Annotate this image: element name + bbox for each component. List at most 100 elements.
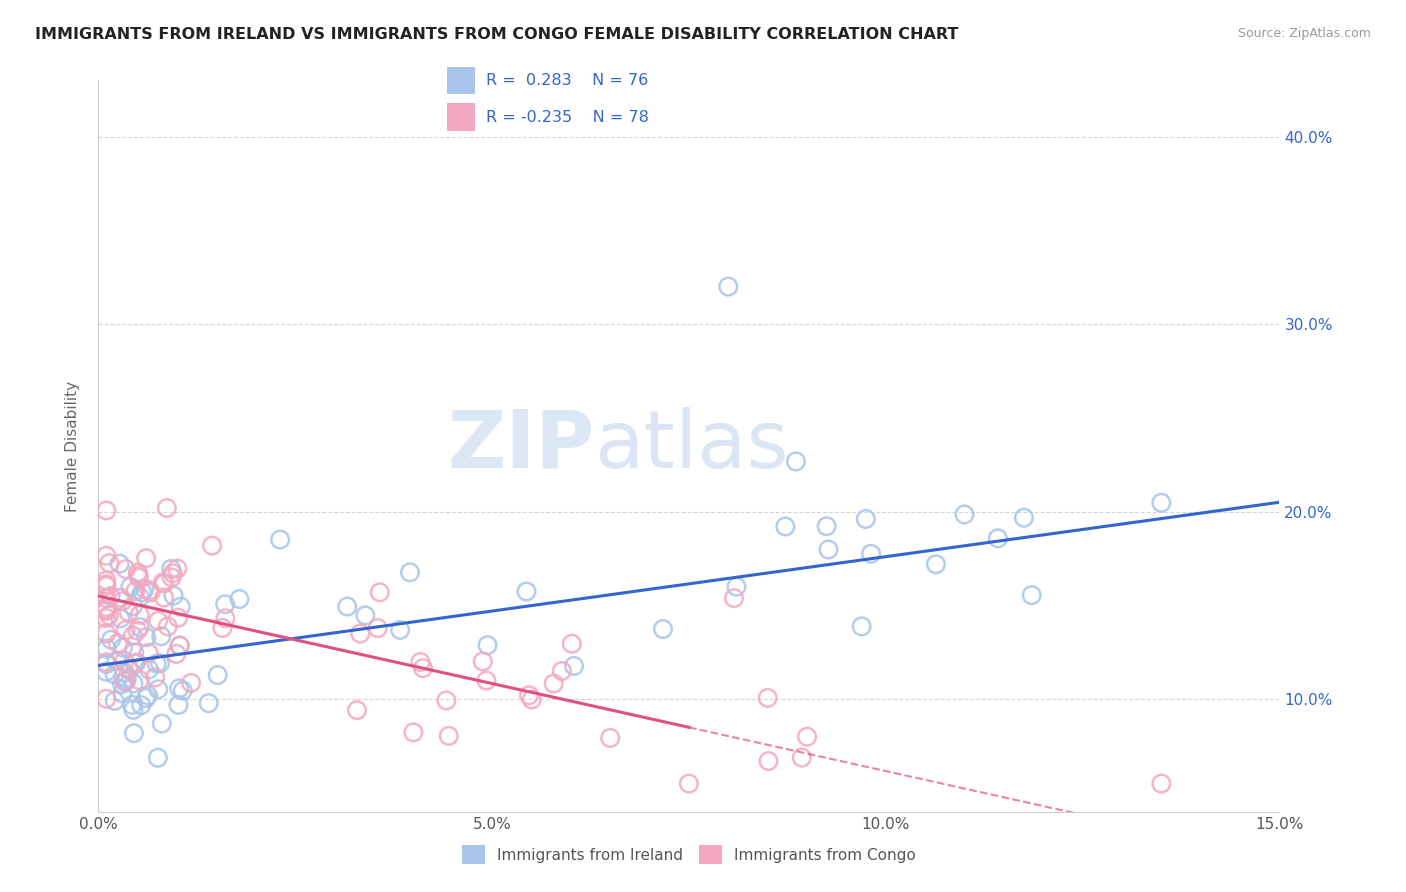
Point bbox=[775, 519, 797, 533]
Point bbox=[520, 692, 543, 706]
Legend: Immigrants from Ireland, Immigrants from Congo: Immigrants from Ireland, Immigrants from… bbox=[456, 839, 922, 870]
Point bbox=[122, 676, 145, 690]
Point bbox=[96, 574, 118, 588]
Point bbox=[96, 599, 118, 614]
Point bbox=[124, 657, 146, 671]
Point bbox=[128, 673, 150, 688]
Point bbox=[599, 731, 621, 745]
Point bbox=[129, 590, 152, 604]
Point bbox=[172, 683, 194, 698]
Point bbox=[156, 619, 179, 633]
Point bbox=[128, 607, 150, 622]
Point bbox=[114, 665, 136, 680]
Point bbox=[98, 608, 121, 623]
Point bbox=[115, 673, 138, 687]
Point bbox=[409, 655, 432, 669]
Point bbox=[149, 656, 172, 670]
Point bbox=[162, 566, 184, 581]
Point bbox=[114, 674, 136, 689]
Point bbox=[1150, 776, 1173, 790]
Point bbox=[211, 621, 233, 635]
Point bbox=[139, 585, 162, 599]
Point bbox=[98, 556, 121, 570]
Point bbox=[368, 585, 391, 599]
Point bbox=[562, 659, 585, 673]
Point bbox=[167, 681, 190, 696]
Point bbox=[1021, 588, 1043, 602]
Point bbox=[108, 557, 131, 571]
Point bbox=[652, 622, 675, 636]
Point bbox=[125, 656, 148, 670]
Point bbox=[96, 691, 118, 706]
Point bbox=[96, 503, 118, 517]
Point bbox=[162, 589, 184, 603]
Point bbox=[150, 629, 173, 643]
Point bbox=[104, 694, 127, 708]
Point bbox=[197, 696, 219, 710]
Text: R = -0.235    N = 78: R = -0.235 N = 78 bbox=[486, 110, 650, 125]
Point bbox=[925, 558, 948, 572]
Point bbox=[167, 611, 190, 625]
Point bbox=[121, 698, 143, 712]
Point bbox=[128, 620, 150, 634]
Point bbox=[551, 664, 574, 678]
Point bbox=[111, 594, 134, 608]
Point bbox=[399, 566, 422, 580]
Point bbox=[114, 623, 136, 637]
Point bbox=[111, 686, 134, 700]
Point bbox=[860, 547, 883, 561]
Point bbox=[96, 604, 118, 618]
Point bbox=[153, 576, 176, 591]
Point bbox=[987, 531, 1010, 545]
Point bbox=[475, 673, 498, 688]
Point bbox=[138, 583, 160, 598]
Point bbox=[152, 575, 174, 590]
Point bbox=[170, 599, 193, 614]
Point bbox=[180, 676, 202, 690]
Point bbox=[131, 585, 153, 599]
Point bbox=[153, 591, 176, 605]
Point bbox=[105, 654, 128, 668]
Point bbox=[127, 566, 149, 580]
Point bbox=[150, 716, 173, 731]
Point bbox=[118, 663, 141, 677]
Text: atlas: atlas bbox=[595, 407, 789, 485]
Point bbox=[815, 519, 838, 533]
Point bbox=[756, 690, 779, 705]
Point bbox=[678, 776, 700, 790]
Point bbox=[367, 621, 389, 635]
Point bbox=[354, 608, 377, 623]
Point bbox=[124, 584, 146, 599]
Point bbox=[148, 682, 170, 697]
Point bbox=[723, 591, 745, 606]
Point bbox=[437, 729, 460, 743]
Point bbox=[110, 591, 132, 605]
Point bbox=[122, 599, 145, 613]
Point bbox=[717, 279, 740, 293]
Point bbox=[543, 676, 565, 690]
Point bbox=[790, 750, 813, 764]
Point bbox=[96, 602, 118, 616]
Point bbox=[758, 754, 780, 768]
Point bbox=[120, 580, 142, 594]
Point bbox=[169, 639, 191, 653]
Point bbox=[96, 577, 118, 591]
Point bbox=[517, 688, 540, 702]
Point bbox=[228, 592, 250, 607]
Point bbox=[1012, 510, 1035, 524]
Point bbox=[561, 637, 583, 651]
Point bbox=[346, 703, 368, 717]
Point bbox=[96, 611, 118, 625]
Point bbox=[128, 571, 150, 585]
Point bbox=[207, 668, 229, 682]
Point bbox=[336, 599, 359, 614]
Point bbox=[111, 640, 134, 655]
Point bbox=[136, 689, 159, 703]
Point bbox=[96, 665, 118, 679]
Point bbox=[100, 589, 122, 603]
Point bbox=[434, 693, 457, 707]
Point bbox=[201, 539, 224, 553]
Point bbox=[855, 512, 877, 526]
Point bbox=[214, 597, 236, 611]
Text: ZIP: ZIP bbox=[447, 407, 595, 485]
